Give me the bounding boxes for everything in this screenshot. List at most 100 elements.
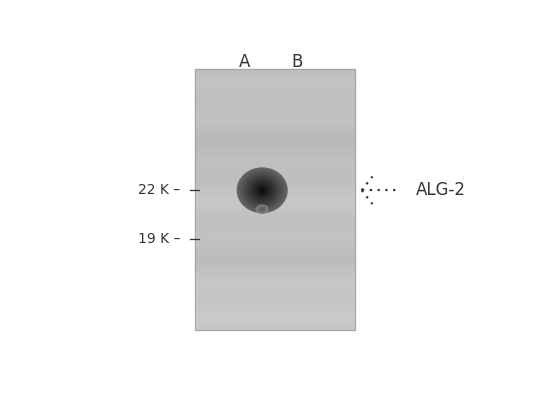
Bar (195, 152, 355, 154)
Bar (195, 288, 355, 289)
Bar (195, 301, 355, 302)
Bar (195, 166, 355, 167)
Bar (195, 264, 355, 265)
Bar (195, 85, 355, 86)
Bar (195, 300, 355, 301)
Bar (195, 260, 355, 261)
Text: 19 K –: 19 K – (138, 232, 180, 246)
Bar (195, 233, 355, 234)
Bar (195, 285, 355, 286)
Bar (195, 247, 355, 248)
Ellipse shape (258, 206, 267, 213)
Bar (195, 228, 355, 229)
Bar (195, 121, 355, 122)
Ellipse shape (237, 168, 287, 213)
Bar (195, 125, 355, 126)
Bar (195, 268, 355, 269)
Bar (195, 136, 355, 137)
Bar (195, 208, 355, 209)
Bar (195, 188, 355, 189)
Bar (195, 299, 355, 300)
Bar (195, 175, 355, 176)
Ellipse shape (261, 209, 263, 210)
Bar (195, 210, 355, 211)
Bar (195, 267, 355, 268)
Bar (195, 196, 355, 197)
Ellipse shape (256, 205, 268, 213)
Bar (195, 323, 355, 324)
Bar (195, 181, 355, 182)
Bar (195, 178, 355, 179)
Bar (195, 287, 355, 288)
Bar (195, 143, 355, 144)
Bar (195, 231, 355, 232)
Ellipse shape (259, 188, 264, 193)
Ellipse shape (257, 185, 268, 195)
Bar (195, 281, 355, 282)
Bar (195, 149, 355, 150)
Bar (195, 80, 355, 81)
Bar (195, 256, 355, 257)
Bar (195, 308, 355, 309)
Ellipse shape (260, 208, 264, 211)
Bar (195, 177, 355, 178)
Bar (195, 316, 355, 317)
Bar (195, 126, 355, 127)
Bar (195, 230, 355, 231)
Bar (195, 96, 355, 97)
Bar (195, 124, 355, 125)
Bar (195, 305, 355, 306)
Bar (195, 286, 355, 287)
Bar (195, 310, 355, 312)
Ellipse shape (240, 171, 284, 210)
Ellipse shape (240, 170, 285, 210)
Ellipse shape (248, 178, 276, 203)
Bar (195, 227, 355, 228)
Ellipse shape (239, 169, 286, 211)
Ellipse shape (245, 175, 280, 206)
Bar (195, 275, 355, 276)
Bar (195, 160, 355, 161)
Bar (195, 291, 355, 293)
Bar (195, 83, 355, 84)
Ellipse shape (257, 205, 268, 213)
Bar (195, 209, 355, 210)
Bar (195, 73, 355, 74)
Bar (195, 303, 355, 304)
Bar (195, 130, 355, 131)
Bar (195, 99, 355, 100)
Bar (195, 75, 355, 76)
Ellipse shape (247, 177, 277, 204)
Bar (195, 248, 355, 249)
Bar (195, 294, 355, 295)
Ellipse shape (242, 173, 282, 208)
Bar (195, 182, 355, 183)
Bar (195, 229, 355, 230)
Bar (195, 117, 355, 118)
Bar (195, 255, 355, 256)
Bar (195, 139, 355, 140)
Bar (195, 270, 355, 271)
Bar (195, 235, 355, 236)
Bar (195, 180, 355, 181)
Bar (195, 186, 355, 187)
Bar (195, 111, 355, 112)
Bar (195, 87, 355, 88)
Bar (195, 106, 355, 107)
Bar (195, 216, 355, 217)
Bar (195, 266, 355, 267)
Bar (195, 244, 355, 245)
Bar (195, 118, 355, 119)
Bar (195, 274, 355, 275)
Ellipse shape (258, 187, 266, 194)
Ellipse shape (244, 174, 280, 206)
Bar (195, 205, 355, 207)
Bar (195, 219, 355, 220)
Ellipse shape (248, 177, 277, 203)
Ellipse shape (253, 182, 272, 199)
Bar (195, 214, 355, 215)
Ellipse shape (259, 187, 266, 193)
Bar (195, 193, 355, 194)
Bar (195, 138, 355, 139)
Bar (195, 102, 355, 103)
